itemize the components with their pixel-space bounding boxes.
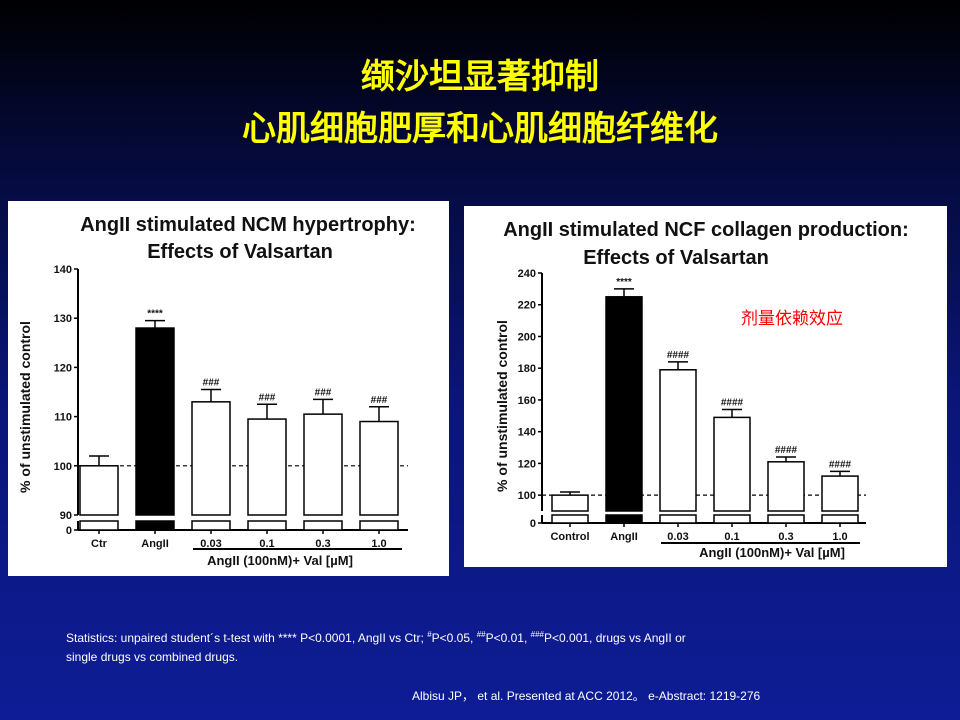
stats-text-3: P<0.001, drugs vs AngII or [544, 631, 686, 645]
y-tick-label-4: 120 [54, 362, 72, 374]
y-tick-label-4: 160 [518, 395, 536, 407]
bar-base-4 [304, 521, 342, 530]
bar-3 [248, 419, 286, 515]
stats-text-prefix: Statistics: unpaired student´s t-test wi… [66, 631, 427, 645]
y-tick-label-8: 240 [518, 268, 536, 280]
bar-base-2 [192, 521, 230, 530]
bar-3 [714, 417, 750, 511]
stats-line-2: single drugs vs combined drugs. [66, 650, 238, 664]
y-tick-label-6: 200 [518, 331, 536, 343]
bar-2 [192, 402, 230, 515]
significance-label-4: #### [775, 445, 798, 456]
stats-text-1: P<0.05, [432, 631, 477, 645]
bar-4 [768, 462, 804, 511]
significance-label-3: ### [259, 392, 276, 403]
bar-2 [660, 370, 696, 511]
bar-1 [136, 328, 174, 515]
stats-text-2: P<0.01, [486, 631, 531, 645]
category-label-0: Ctr [91, 538, 108, 550]
chart-collagen: AngII stimulated NCF collagen production… [464, 206, 947, 567]
chart-hypertrophy: AngII stimulated NCM hypertrophy: Effect… [8, 201, 449, 576]
bar-0 [80, 466, 118, 515]
bar-5 [822, 476, 858, 511]
y-tick-label-1: 90 [60, 510, 72, 522]
category-label-1: AngII [610, 531, 638, 543]
slide-title-line2: 心肌细胞肥厚和心肌细胞纤维化 [0, 106, 960, 152]
y-tick-label-6: 140 [54, 264, 72, 276]
y-axis-title: % of unstimulated control [494, 320, 510, 492]
category-label-4: 0.3 [778, 531, 793, 543]
y-tick-label-2: 100 [54, 461, 72, 473]
y-tick-label-3: 110 [54, 412, 72, 424]
significance-label-1: **** [147, 309, 163, 320]
chart-subtitle: Effects of Valsartan [147, 241, 333, 263]
y-tick-label-2: 120 [518, 458, 536, 470]
chart-subtitle: Effects of Valsartan [583, 247, 769, 269]
category-label-3: 0.1 [724, 531, 739, 543]
y-tick-label-5: 130 [54, 313, 72, 325]
bar-base-3 [714, 515, 750, 523]
y-tick-label-7: 220 [518, 300, 536, 312]
bar-5 [360, 422, 398, 515]
bar-base-0 [552, 515, 588, 523]
stats-sig-3: ### [531, 630, 544, 639]
category-label-0: Control [550, 531, 589, 543]
bar-base-0 [80, 521, 118, 530]
slide-title-line1: 缬沙坦显著抑制 [0, 54, 960, 100]
significance-label-2: ### [203, 378, 220, 389]
significance-label-4: ### [315, 387, 332, 398]
y-tick-label-0: 0 [530, 518, 536, 530]
bar-base-4 [768, 515, 804, 523]
significance-label-5: #### [829, 459, 852, 470]
significance-label-1: **** [616, 277, 632, 288]
bar-base-2 [660, 515, 696, 523]
dose-dependent-note: 剂量依赖效应 [741, 309, 843, 328]
y-tick-label-3: 140 [518, 427, 536, 439]
significance-label-3: #### [721, 397, 744, 408]
bar-1 [606, 297, 642, 511]
y-axis-title: % of unstimulated control [17, 321, 33, 493]
bar-base-5 [360, 521, 398, 530]
significance-label-2: #### [667, 350, 690, 361]
chart-panel-collagen: AngII stimulated NCF collagen production… [464, 206, 947, 567]
chart-title: AngII stimulated NCM hypertrophy: [80, 214, 416, 236]
bar-4 [304, 414, 342, 515]
bar-base-3 [248, 521, 286, 530]
bar-0 [552, 495, 588, 511]
y-tick-label-5: 180 [518, 363, 536, 375]
category-label-1: AngII [141, 538, 169, 550]
bar-base-1 [606, 515, 642, 523]
chart-title: AngII stimulated NCF collagen production… [503, 219, 909, 241]
x-axis-title: AngII (100nM)+ Val [µM] [207, 553, 353, 568]
chart-panel-hypertrophy: AngII stimulated NCM hypertrophy: Effect… [8, 201, 449, 576]
bar-base-1 [136, 521, 174, 530]
y-tick-label-1: 100 [518, 490, 536, 502]
significance-label-5: ### [371, 395, 388, 406]
x-axis-title: AngII (100nM)+ Val [µM] [699, 545, 845, 560]
category-label-5: 1.0 [832, 531, 847, 543]
bar-base-5 [822, 515, 858, 523]
reference-citation: Albisu JP， et al. Presented at ACC 2012。… [412, 687, 760, 704]
stats-sig-2: ## [477, 630, 486, 639]
statistics-note: Statistics: unpaired student´s t-test wi… [66, 625, 926, 667]
category-label-2: 0.03 [667, 531, 688, 543]
y-tick-label-0: 0 [66, 525, 72, 537]
